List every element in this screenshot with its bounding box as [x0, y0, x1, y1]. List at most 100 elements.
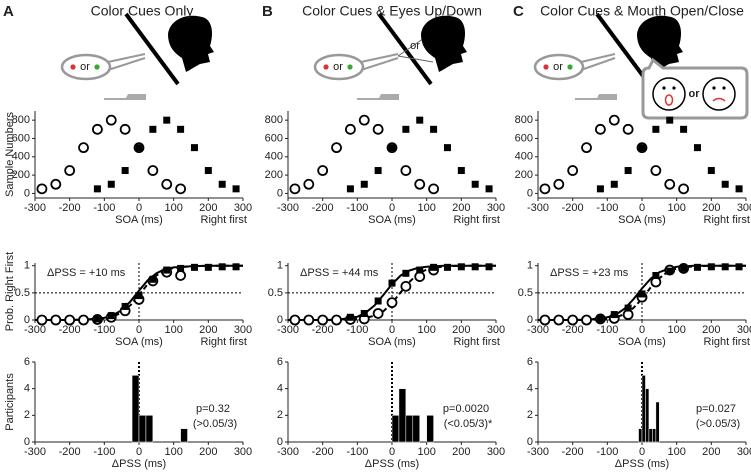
x-tick-label: -300	[24, 202, 46, 214]
annotation: Right first	[704, 214, 750, 226]
circle-point	[650, 165, 662, 176]
histogram-bar	[412, 415, 420, 443]
y-tick-label: 0	[24, 187, 30, 199]
square-point	[135, 144, 143, 152]
y-tick-label: 0.5	[15, 287, 30, 299]
green-dot	[94, 64, 100, 70]
y-tick-label: 200	[265, 169, 283, 181]
circle-point	[567, 314, 579, 326]
x-tick-label: -100	[93, 324, 115, 336]
illustration: or	[60, 12, 214, 100]
x-tick-label: 300	[487, 446, 505, 458]
hand	[357, 94, 399, 100]
x-tick-label: 300	[234, 324, 252, 336]
circle-point	[331, 142, 342, 154]
circle-point	[414, 178, 426, 190]
histogram-bar	[648, 428, 653, 443]
histogram-bar	[426, 415, 434, 443]
x-axis-label: SOA (ms)	[618, 214, 666, 226]
circle-point	[64, 314, 76, 326]
x-tick-label: -200	[59, 202, 81, 214]
square-point	[218, 263, 226, 271]
y-tick-label: 1	[277, 260, 283, 272]
x-tick-label: 0	[136, 202, 142, 214]
circle-point	[36, 314, 48, 326]
screen	[124, 12, 180, 86]
histogram-bar	[405, 415, 414, 443]
annotation: Right first	[201, 336, 247, 348]
circle-point	[678, 183, 689, 195]
y-tick-label: 4	[24, 383, 30, 395]
x-tick-label: 300	[234, 202, 252, 214]
head	[637, 15, 683, 72]
x-tick-label: -300	[24, 324, 46, 336]
square-point	[721, 263, 729, 271]
x-axis-label: ΔPSS (ms)	[615, 458, 669, 470]
x-tick-label: 0	[389, 324, 395, 336]
x-axis-label: SOA (ms)	[618, 336, 666, 348]
x-tick-label: 100	[667, 324, 685, 336]
y-tick-label: 0	[527, 187, 533, 199]
y-tick-label: 800	[515, 114, 533, 126]
square-point	[735, 185, 743, 193]
histogram-bar	[641, 375, 646, 443]
square-point	[680, 125, 688, 133]
x-tick-label: 0	[136, 446, 142, 458]
circle-point	[539, 183, 551, 195]
illustration: or or	[533, 12, 749, 120]
circle-point	[581, 142, 592, 154]
x-tick-label: 100	[417, 446, 435, 458]
x-tick-label: -300	[24, 446, 46, 458]
annotation: ΔPSS = +44 ms	[300, 267, 379, 279]
histogram-bar	[131, 375, 140, 443]
x-tick-label: 0	[389, 446, 395, 458]
annotation: (<0.05/3)*	[444, 418, 493, 430]
square-point	[707, 167, 715, 175]
red-dot	[543, 64, 549, 70]
annotation: p=0.027	[696, 403, 736, 415]
y-tick-label: 800	[12, 114, 30, 126]
x-tick-label: -300	[527, 324, 549, 336]
x-tick-label: -200	[562, 202, 584, 214]
x-tick-label: 100	[417, 202, 435, 214]
y-tick-label: 0	[277, 314, 283, 326]
head	[168, 15, 214, 72]
bubble-tail	[360, 53, 399, 71]
circle-point	[595, 123, 606, 135]
square-point	[388, 144, 396, 152]
square-point	[707, 263, 715, 271]
x-axis-label: SOA (ms)	[115, 336, 163, 348]
x-tick-label: 300	[737, 324, 751, 336]
x-tick-label: 100	[667, 446, 685, 458]
x-tick-label: 300	[487, 202, 505, 214]
square-point	[471, 180, 479, 188]
hand	[575, 94, 617, 100]
x-tick-label: -200	[562, 446, 584, 458]
square-point	[402, 269, 410, 277]
mouth-open	[664, 94, 674, 106]
circle-point	[289, 314, 301, 326]
square-point	[430, 125, 438, 133]
x-tick-label: -100	[93, 202, 115, 214]
square-point	[190, 263, 198, 271]
y-tick-label: 6	[277, 356, 283, 368]
circle-point	[428, 183, 440, 195]
annotation: (>0.05/3)	[696, 418, 740, 430]
x-tick-label: 200	[452, 446, 470, 458]
y-tick-label: 0	[527, 436, 533, 448]
x-tick-label: 100	[667, 202, 685, 214]
x-tick-label: 100	[164, 446, 182, 458]
square-point	[693, 144, 701, 152]
square-point	[624, 304, 632, 312]
panel-title: Color Cues & Mouth Open/Close	[540, 3, 744, 19]
histogram-bar	[138, 415, 147, 443]
x-tick-label: 300	[234, 446, 252, 458]
y-tick-label: 0.5	[518, 287, 533, 299]
y-tick-label: 0	[527, 314, 533, 326]
y-tick-label: 1	[527, 260, 533, 272]
x-tick-label: -200	[562, 324, 584, 336]
y-tick-label: 800	[265, 114, 283, 126]
square-point	[666, 267, 674, 275]
x-tick-label: 100	[164, 324, 182, 336]
square-point	[190, 144, 198, 152]
